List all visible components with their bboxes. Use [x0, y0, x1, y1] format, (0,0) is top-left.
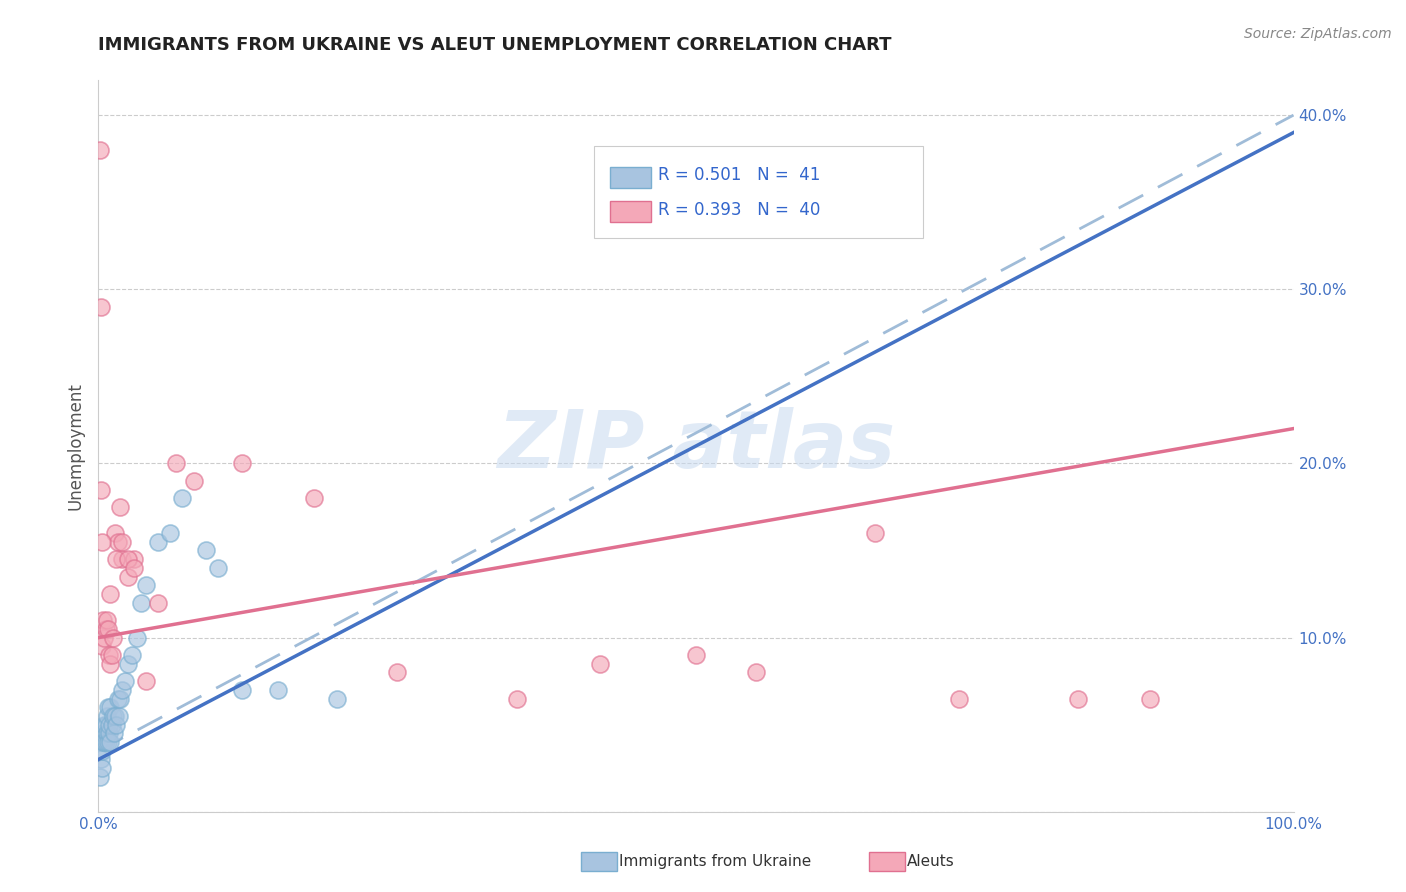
FancyBboxPatch shape: [610, 201, 651, 222]
Point: [135, 578, 157, 592]
Point: [101, 631, 124, 645]
Text: R = 0.501   N =  41: R = 0.501 N = 41: [658, 167, 820, 185]
Point: [231, 457, 253, 471]
Point: [89, 143, 111, 157]
Point: [165, 457, 187, 471]
Point: [100, 648, 122, 662]
Point: [98, 717, 121, 731]
Point: [91, 735, 114, 749]
Point: [117, 569, 139, 583]
FancyBboxPatch shape: [595, 146, 922, 237]
Point: [121, 648, 143, 662]
Point: [131, 596, 153, 610]
Point: [124, 561, 146, 575]
Point: [98, 726, 121, 740]
Point: [865, 526, 887, 541]
Text: Source: ZipAtlas.com: Source: ZipAtlas.com: [1244, 27, 1392, 41]
Point: [125, 631, 148, 645]
Point: [326, 691, 349, 706]
Point: [1067, 691, 1090, 706]
Point: [108, 691, 131, 706]
Point: [98, 657, 122, 671]
Point: [91, 744, 114, 758]
Point: [91, 534, 114, 549]
Point: [93, 631, 115, 645]
Point: [94, 735, 117, 749]
Point: [135, 674, 157, 689]
Point: [98, 700, 122, 714]
Point: [183, 474, 205, 488]
Point: [267, 682, 290, 697]
Point: [385, 665, 409, 680]
Point: [101, 709, 124, 723]
Text: ZIP atlas: ZIP atlas: [496, 407, 896, 485]
Point: [93, 735, 115, 749]
Point: [107, 709, 129, 723]
Point: [302, 491, 325, 506]
Point: [745, 665, 768, 680]
Point: [96, 709, 118, 723]
Text: Immigrants from Ukraine: Immigrants from Ukraine: [619, 855, 811, 869]
Point: [97, 700, 120, 714]
Text: R = 0.393   N =  40: R = 0.393 N = 40: [658, 201, 820, 219]
Point: [1139, 691, 1161, 706]
Point: [100, 717, 122, 731]
Point: [172, 491, 194, 506]
Point: [111, 534, 134, 549]
Point: [98, 735, 122, 749]
Point: [117, 552, 139, 566]
Point: [111, 682, 134, 697]
Point: [91, 761, 114, 775]
Point: [93, 717, 115, 731]
Point: [107, 691, 129, 706]
Point: [117, 657, 139, 671]
Point: [89, 770, 111, 784]
Point: [207, 561, 229, 575]
Point: [231, 682, 253, 697]
Text: IMMIGRANTS FROM UKRAINE VS ALEUT UNEMPLOYMENT CORRELATION CHART: IMMIGRANTS FROM UKRAINE VS ALEUT UNEMPLO…: [98, 36, 891, 54]
Point: [105, 552, 128, 566]
Y-axis label: Unemployment: Unemployment: [66, 382, 84, 510]
Point: [98, 648, 121, 662]
Point: [90, 483, 112, 497]
Point: [90, 752, 112, 766]
Point: [107, 534, 129, 549]
Point: [97, 622, 120, 636]
Point: [94, 622, 117, 636]
Point: [90, 300, 112, 314]
Point: [148, 534, 170, 549]
Point: [91, 613, 114, 627]
FancyBboxPatch shape: [610, 167, 651, 188]
Point: [104, 709, 127, 723]
Point: [685, 648, 707, 662]
Point: [589, 657, 612, 671]
Point: [105, 717, 128, 731]
Point: [97, 735, 120, 749]
Point: [91, 726, 114, 740]
Point: [114, 674, 136, 689]
Point: [96, 613, 118, 627]
Point: [98, 587, 122, 601]
Point: [108, 500, 131, 514]
Point: [506, 691, 529, 706]
Point: [91, 640, 114, 654]
Point: [124, 552, 146, 566]
Point: [94, 717, 117, 731]
Point: [104, 526, 127, 541]
Point: [948, 691, 970, 706]
Point: [195, 543, 218, 558]
Point: [111, 552, 134, 566]
Point: [159, 526, 181, 541]
Point: [148, 596, 170, 610]
Point: [103, 726, 125, 740]
Text: Aleuts: Aleuts: [907, 855, 955, 869]
Point: [96, 726, 118, 740]
